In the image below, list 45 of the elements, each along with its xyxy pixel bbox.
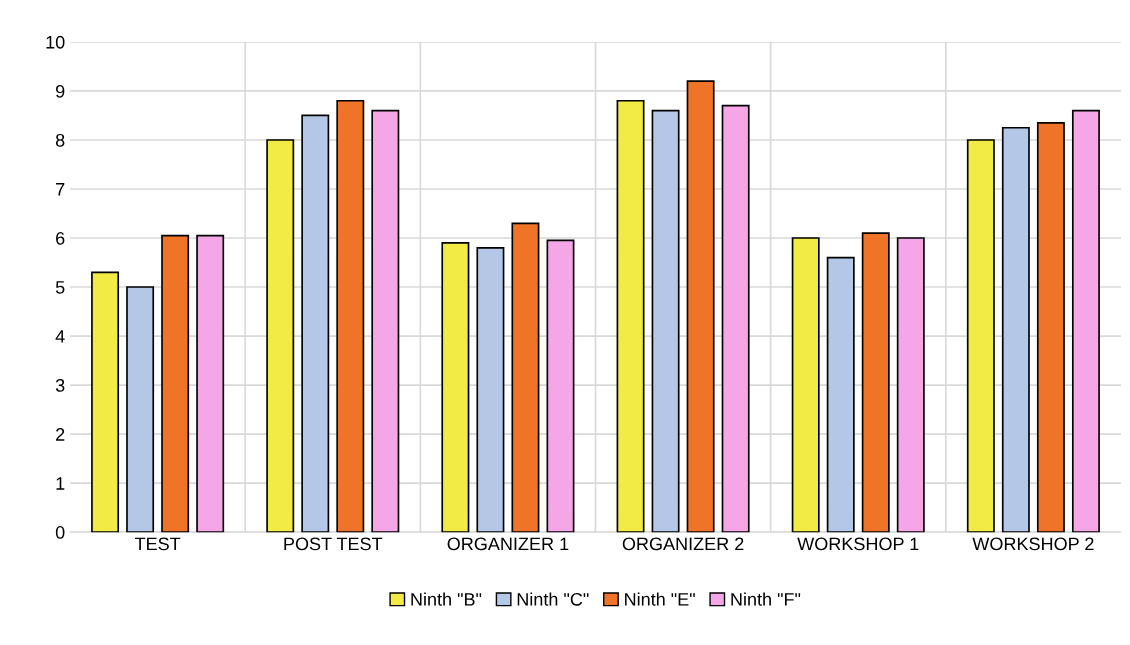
x-tick-label: ORGANIZER 2 bbox=[622, 537, 744, 551]
y-tick-label: 9 bbox=[56, 84, 65, 98]
bar bbox=[441, 242, 470, 533]
bar bbox=[301, 114, 330, 533]
bar bbox=[721, 104, 750, 533]
y-tick-label: 2 bbox=[56, 428, 65, 441]
bar bbox=[476, 246, 505, 533]
bar bbox=[1036, 121, 1065, 533]
x-tick-label: TEST bbox=[134, 537, 181, 551]
bar bbox=[266, 139, 295, 533]
x-tick-label: POST TEST bbox=[284, 537, 383, 551]
bar bbox=[511, 222, 540, 533]
legend-label: Ninth "E" bbox=[625, 592, 695, 606]
bar bbox=[91, 271, 120, 533]
bar bbox=[126, 286, 155, 533]
legend-label: Ninth "B" bbox=[411, 592, 482, 606]
y-tick-label: 4 bbox=[55, 330, 65, 343]
bar bbox=[546, 239, 575, 533]
bar bbox=[616, 99, 645, 533]
y-tick-label: 3 bbox=[55, 379, 65, 392]
bar bbox=[896, 237, 925, 533]
legend-label: Ninth "C" bbox=[517, 592, 589, 606]
bar bbox=[161, 234, 190, 533]
bar bbox=[826, 256, 855, 533]
y-tick-label: 7 bbox=[56, 183, 65, 196]
y-tick-label: 10 bbox=[46, 35, 65, 49]
x-tick-label: ORGANIZER 1 bbox=[447, 537, 569, 551]
y-tick-label: 6 bbox=[56, 231, 65, 245]
bar bbox=[651, 109, 680, 533]
bar bbox=[371, 109, 400, 533]
y-tick-label: 0 bbox=[55, 526, 65, 539]
bar bbox=[1001, 126, 1030, 533]
bar bbox=[1071, 109, 1100, 533]
bar bbox=[336, 99, 365, 533]
x-tick-label: WORKSHOP 2 bbox=[972, 537, 1094, 551]
bar bbox=[966, 139, 995, 533]
y-tick-label: 5 bbox=[55, 281, 65, 294]
bar bbox=[861, 232, 890, 533]
x-tick-label: WORKSHOP 1 bbox=[797, 537, 919, 551]
bar bbox=[196, 234, 225, 533]
bar bbox=[686, 80, 715, 533]
bar bbox=[791, 237, 820, 533]
y-tick-label: 1 bbox=[56, 477, 65, 490]
legend-label: Ninth "F" bbox=[731, 592, 801, 606]
y-tick-label: 8 bbox=[55, 133, 65, 147]
